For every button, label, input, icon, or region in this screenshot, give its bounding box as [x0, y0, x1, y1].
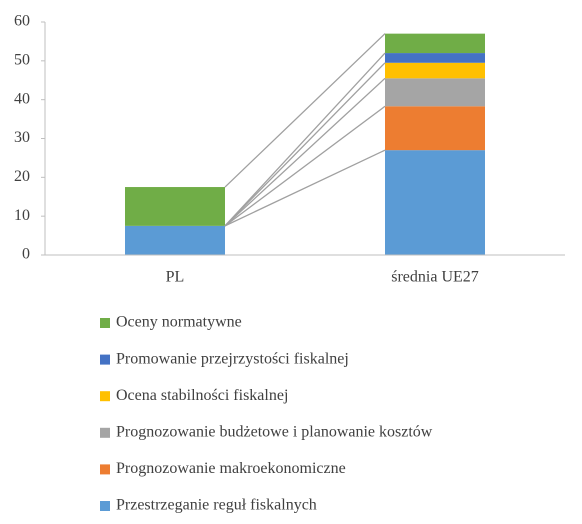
bar-segment — [385, 78, 485, 107]
legend-swatch — [100, 427, 110, 438]
bar-segment — [385, 33, 485, 54]
bar-segment — [385, 53, 485, 63]
bar-segment — [125, 187, 225, 226]
y-tick-label: 0 — [22, 246, 30, 263]
bar-segment — [385, 150, 485, 255]
legend-swatch — [100, 318, 110, 328]
bar-segment — [125, 225, 225, 255]
series-line — [224, 77, 386, 227]
legend-swatch — [100, 391, 110, 402]
y-tick-label: 50 — [14, 52, 30, 69]
y-tick-label: 30 — [14, 129, 30, 146]
x-tick-label: PL — [166, 269, 185, 286]
series-line — [224, 105, 386, 227]
x-tick-label: średnia UE27 — [391, 269, 479, 286]
legend-label: Prognozowanie budżetowe i planowanie kos… — [116, 423, 433, 440]
legend-label: Prognozowanie makroekonomiczne — [116, 460, 346, 477]
legend-swatch — [100, 501, 110, 511]
y-tick-label: 10 — [14, 207, 30, 224]
legend-swatch — [100, 354, 110, 365]
series-line — [224, 149, 386, 227]
legend-label: Promowanie przejrzystości fiskalnej — [116, 350, 349, 367]
y-tick-label: 40 — [14, 90, 30, 107]
legend-label: Przestrzeganie reguł fiskalnych — [116, 497, 317, 514]
legend-label: Oceny normatywne — [116, 314, 242, 331]
y-tick-label: 20 — [14, 168, 30, 185]
bar-segment — [385, 62, 485, 79]
legend-swatch — [100, 464, 110, 475]
y-tick-label: 60 — [14, 13, 30, 30]
bar-segment — [385, 106, 485, 151]
series-line — [224, 62, 386, 227]
legend-label: Ocena stabilności fiskalnej — [116, 387, 288, 404]
series-line — [224, 33, 386, 188]
series-line — [224, 52, 386, 227]
